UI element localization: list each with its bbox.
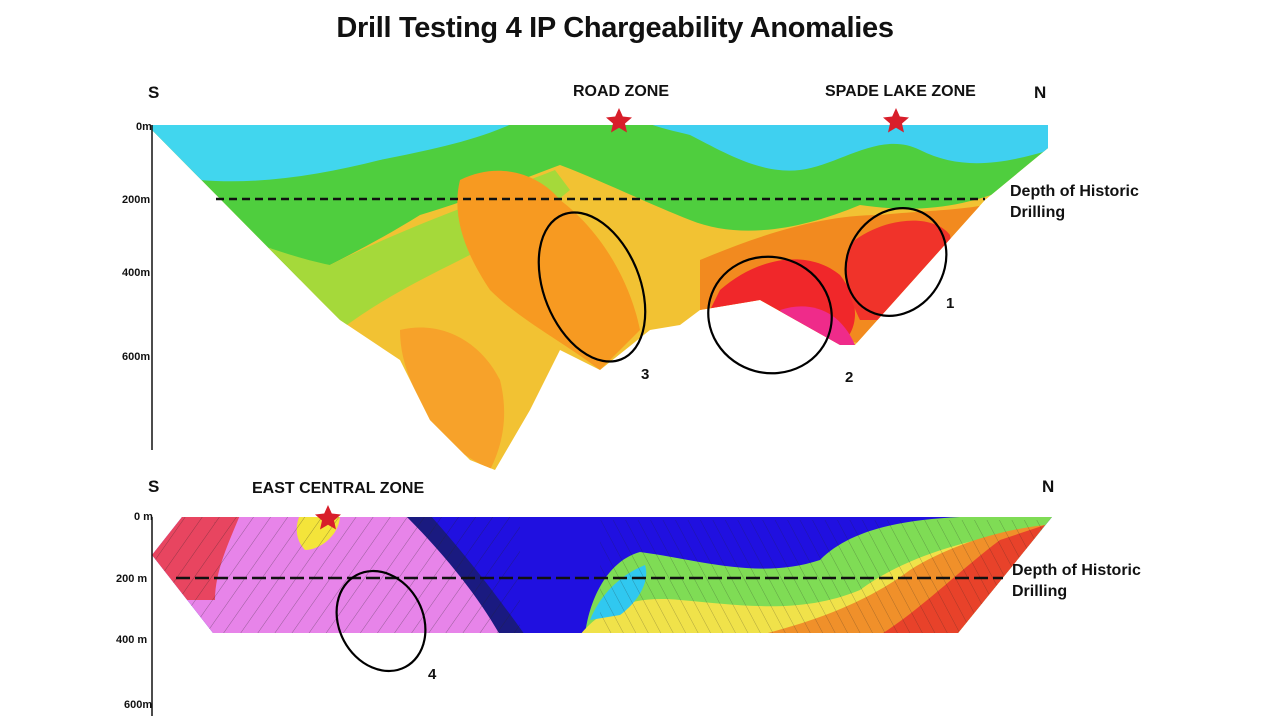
upper-depth-tick-200: 200m	[122, 194, 151, 206]
lower-depth-tick-0: 0 m	[134, 511, 153, 523]
spade-lake-zone-label: SPADE LAKE ZONE	[825, 83, 976, 100]
anomaly-4-label: 4	[428, 666, 437, 683]
lower-depth-tick-400: 400 m	[116, 634, 148, 646]
east-central-zone-label: EAST CENTRAL ZONE	[252, 480, 425, 497]
lower-south-label: S	[148, 477, 160, 496]
lower-historic-note-line2: Drilling	[1012, 583, 1068, 600]
road-zone-star-icon	[606, 108, 632, 133]
anomaly-3-ellipse	[537, 211, 647, 363]
upper-orange-deep	[400, 327, 505, 470]
upper-historic-note-line1: Depth of Historic	[1010, 183, 1139, 200]
upper-south-label: S	[148, 83, 160, 102]
upper-cyan-left	[152, 125, 520, 182]
upper-orange-road	[457, 170, 640, 370]
upper-depth-tick-0: 0m	[136, 121, 152, 133]
spade-lake-zone-star-icon	[883, 108, 909, 133]
lower-contours-south	[152, 517, 520, 633]
anomaly-1-ellipse	[844, 207, 948, 317]
road-zone-label: ROAD ZONE	[573, 83, 669, 100]
lower-historic-note: Depth of Historic Drilling	[1012, 560, 1141, 602]
anomaly-2-label: 2	[845, 369, 854, 386]
upper-historic-note-line2: Drilling	[1010, 204, 1066, 221]
east-central-zone-star-icon	[315, 505, 341, 530]
lower-section	[152, 517, 1052, 633]
upper-historic-note: Depth of Historic Drilling	[1010, 181, 1139, 223]
upper-depth-tick-400: 400m	[122, 267, 151, 279]
anomaly-1-label: 1	[946, 295, 955, 312]
upper-section	[152, 125, 1048, 470]
anomaly-2-ellipse	[707, 255, 833, 375]
upper-north-label: N	[1034, 83, 1047, 102]
anomaly-3-label: 3	[641, 366, 650, 383]
upper-depth-tick-600: 600m	[122, 351, 151, 363]
anomaly-4-ellipse	[335, 569, 427, 673]
page-title: Drill Testing 4 IP Chargeability Anomali…	[336, 12, 894, 44]
lower-north-label: N	[1042, 477, 1055, 496]
lower-historic-note-line1: Depth of Historic	[1012, 562, 1141, 579]
lower-depth-tick-200: 200 m	[116, 573, 148, 585]
lower-depth-tick-600: 600m	[124, 699, 153, 711]
upper-cyan-right	[640, 125, 1048, 171]
upper-red-1	[845, 220, 951, 320]
